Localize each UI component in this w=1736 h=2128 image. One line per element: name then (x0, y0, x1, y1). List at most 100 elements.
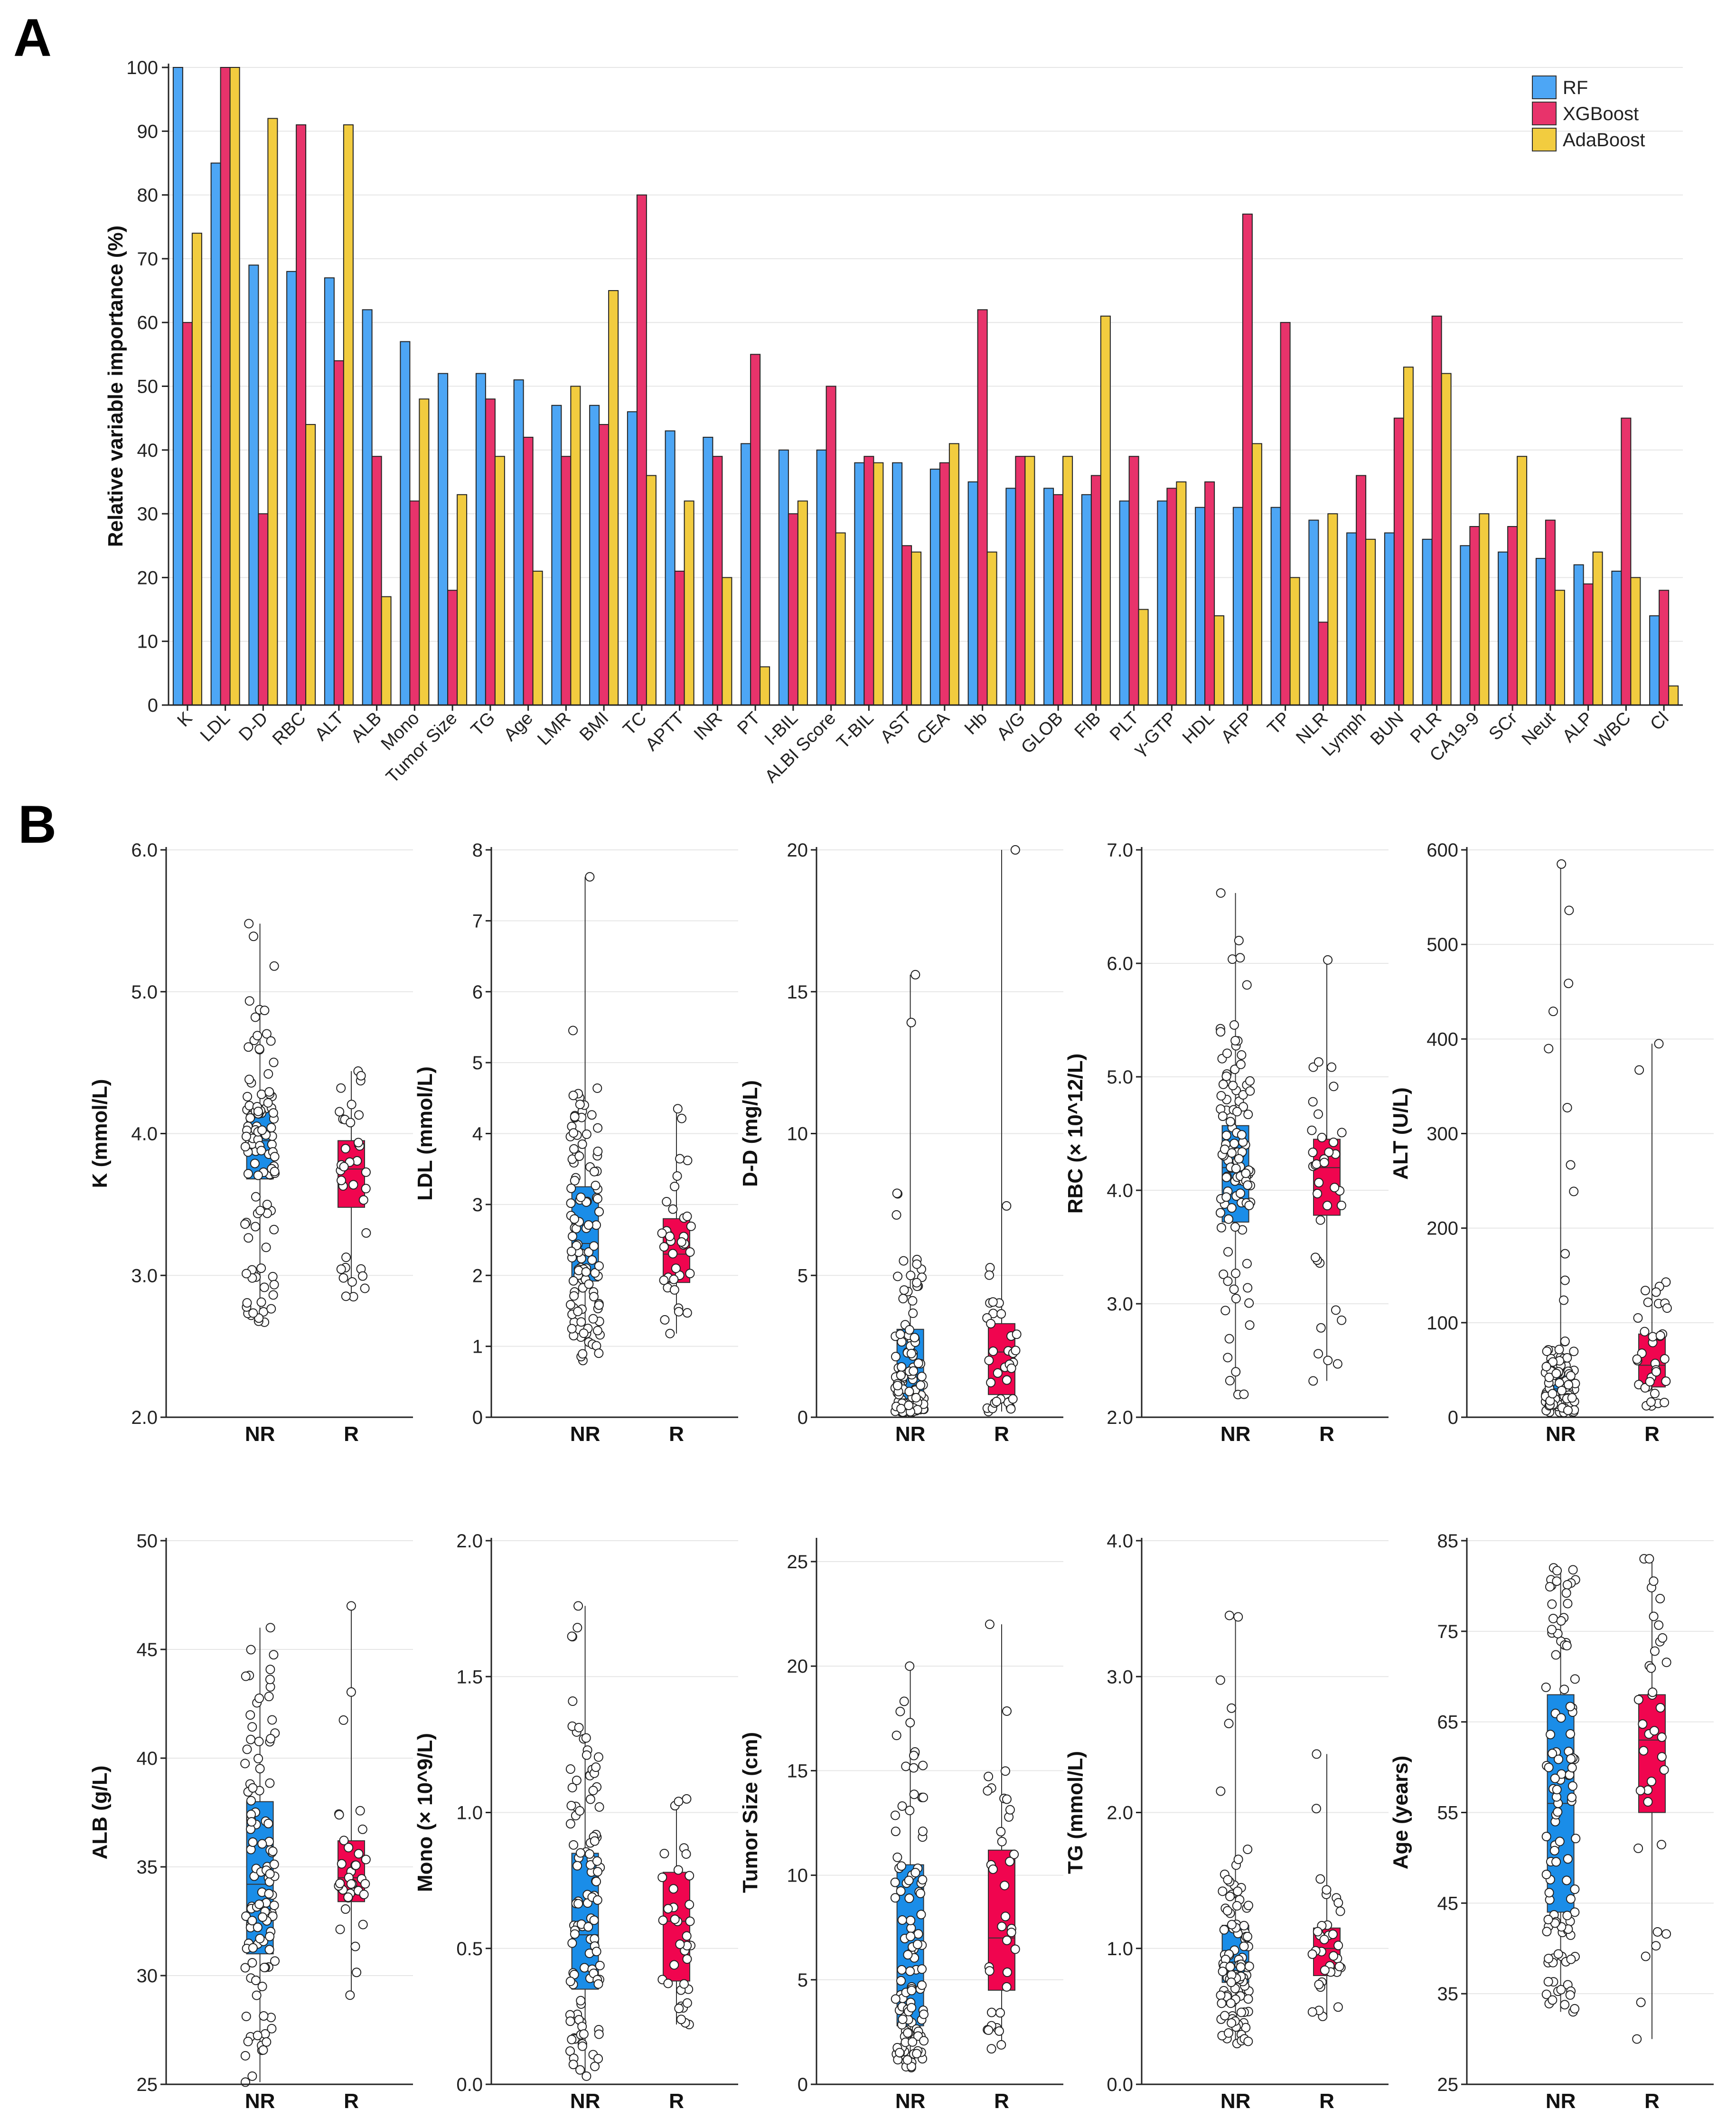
data-point (566, 1198, 576, 1208)
data-point (1231, 1367, 1241, 1377)
data-point (895, 1706, 905, 1716)
data-point (1648, 1332, 1658, 1342)
data-point (1553, 1807, 1563, 1817)
bar-x-tick-label: LMR (534, 708, 574, 749)
data-point (1231, 1268, 1241, 1278)
data-point (244, 996, 254, 1006)
data-point (1329, 1082, 1339, 1092)
data-point (255, 1934, 265, 1944)
data-point (1562, 1911, 1572, 1921)
data-point (585, 872, 595, 882)
data-point (1314, 1177, 1324, 1187)
bar-adaboost-hdl (1214, 615, 1225, 706)
data-point (1235, 953, 1245, 963)
data-point (1645, 1377, 1655, 1387)
data-point (253, 1106, 263, 1116)
box-y-tick-label: 500 (1426, 934, 1458, 955)
data-point (359, 1890, 369, 1900)
box-y-tick-label: 0 (472, 1407, 483, 1428)
data-point (1330, 1183, 1340, 1193)
data-point (357, 1824, 367, 1834)
bar-rf-mono (400, 341, 411, 706)
data-point (1241, 1168, 1251, 1178)
data-point (591, 1947, 601, 1957)
data-point (918, 1827, 928, 1836)
data-point (1315, 1215, 1325, 1225)
bar-xgboost-cl (1659, 590, 1670, 706)
data-point (1225, 1117, 1235, 1127)
data-point (247, 2071, 257, 2081)
data-point (358, 1920, 368, 1930)
bar-adaboost-wbc (1630, 577, 1641, 706)
bar-adaboost-d-d (267, 118, 278, 706)
bar-x-tick-label: ALT (311, 708, 347, 745)
data-point (913, 1358, 923, 1368)
data-point (594, 1261, 604, 1271)
data-point (581, 1733, 591, 1743)
data-point (354, 1110, 364, 1120)
box-y-tick-label: 4.0 (1107, 1531, 1133, 1552)
data-point (899, 1256, 909, 1266)
data-point (576, 1317, 586, 1327)
data-point (916, 1380, 926, 1390)
data-point (898, 2015, 908, 2024)
bar-rf-tp (1270, 507, 1281, 706)
data-point (1009, 1849, 1019, 1859)
data-point (247, 1916, 257, 1926)
data-point (919, 2009, 929, 2019)
data-point (592, 1895, 602, 1905)
data-point (1312, 1749, 1322, 1759)
data-point (904, 1401, 914, 1411)
data-point (260, 1006, 270, 1016)
bar-adaboost-tp (1289, 577, 1300, 706)
data-point (685, 1247, 695, 1257)
bar-y-tick-label: 10 (137, 631, 159, 652)
data-point (1650, 1646, 1660, 1656)
bar-legend: RF XGBoost AdaBoost (1532, 75, 1645, 151)
box-x-label-r: R (1319, 1422, 1334, 1446)
data-point (590, 1268, 600, 1278)
data-point (657, 1873, 667, 1883)
legend-label-rf: RF (1563, 77, 1588, 98)
data-point (240, 1219, 250, 1229)
bar-rf-tc (627, 411, 638, 706)
data-point (1315, 1874, 1325, 1884)
data-point (899, 1285, 909, 1295)
bar-rf-bmi (589, 405, 600, 706)
data-point (568, 1276, 578, 1286)
data-point (660, 1315, 670, 1325)
data-point (1233, 1612, 1243, 1622)
data-point (248, 1837, 258, 1847)
data-point (909, 1763, 919, 1773)
bar-adaboost-mono (419, 398, 430, 706)
data-point (1236, 2007, 1246, 2017)
data-point (918, 1792, 928, 1802)
data-point (358, 1195, 368, 1205)
data-point (590, 2062, 600, 2072)
data-point (1243, 2036, 1253, 2046)
data-point (1544, 1044, 1554, 1054)
data-point (685, 1871, 694, 1881)
data-point (1312, 1159, 1322, 1169)
data-point (1571, 1834, 1581, 1844)
bar-y-tick-label: 50 (137, 377, 159, 397)
bar-rf-glob (1043, 488, 1054, 706)
data-point (672, 1171, 682, 1181)
bar-x-tick-label: BUN (1367, 708, 1408, 749)
box-y-tick-label: 50 (137, 1531, 158, 1552)
data-point (248, 1943, 258, 1953)
bar-xgboost-ast (901, 545, 912, 706)
data-point (905, 1661, 915, 1671)
data-point (1227, 2018, 1237, 2028)
box-y-tick-label: 6.0 (131, 840, 158, 861)
data-point (258, 1912, 268, 1922)
data-point (1561, 1588, 1571, 1598)
data-point (576, 1996, 586, 2006)
data-point (353, 1138, 363, 1148)
bar-xgboost-aptt (674, 570, 685, 706)
bar-rf-nlr (1308, 519, 1319, 706)
data-point (567, 1938, 577, 1948)
data-point (355, 1806, 365, 1816)
bar-adaboost-hb (986, 551, 997, 706)
